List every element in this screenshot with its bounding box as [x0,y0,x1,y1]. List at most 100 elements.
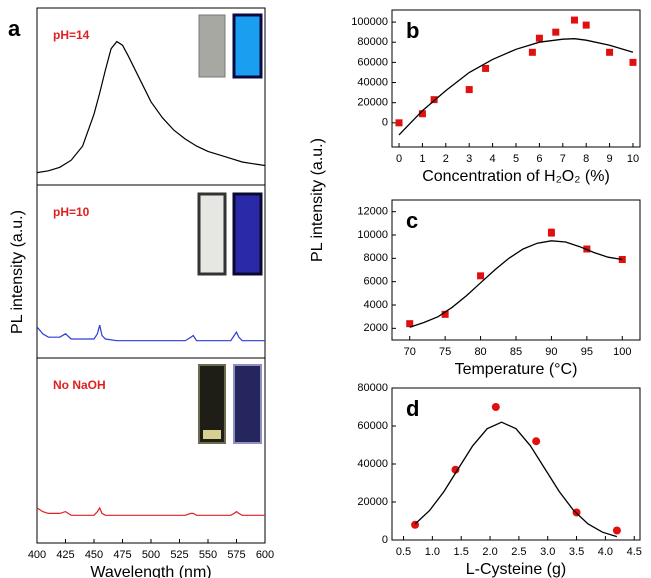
point [547,229,555,237]
x-tick-label: 1.0 [425,546,440,558]
x-tick-label: 2 [443,153,449,165]
x-tick-label: 85 [510,346,522,358]
y-tick-label: 0 [382,117,388,129]
point [606,48,614,56]
y-tick-label: 40000 [357,458,388,470]
point [451,465,460,474]
point [570,16,578,24]
x-tick-label: 400 [28,549,46,561]
y-tick-label: 60000 [357,56,388,68]
cuvette-light [197,192,227,276]
x-tick-label: 80 [474,346,486,358]
x-tick-label: 0 [396,153,402,165]
y-tick-label: 8000 [364,252,388,264]
point [535,34,543,42]
x-tick-label: 500 [142,549,160,561]
point [395,119,403,127]
x-tick-label: 1.5 [454,546,469,558]
y-tick-label: 40000 [357,76,388,88]
x-tick-label: 425 [56,549,74,561]
x-tick-label: 6 [536,153,542,165]
x-axis-label: Wavelength (nm) [90,564,211,578]
x-tick-label: 75 [439,346,451,358]
y-tick-label: 100000 [351,16,388,28]
y-tick-label: 12000 [357,206,388,218]
point [612,526,621,535]
point [477,272,485,280]
point [552,28,560,36]
x-tick-label: 5 [513,153,519,165]
x-tick-label: 2.5 [511,546,526,558]
x-tick-label: 3.5 [569,546,584,558]
plot-frame [391,387,641,541]
x-tick-label: 100 [613,346,631,358]
x-tick-label: 2.0 [482,546,497,558]
cuvettes [197,13,263,444]
x-tick-label: 450 [85,549,103,561]
y-tick-label: 20000 [357,97,388,109]
y-tick-label: 10000 [357,229,388,241]
point [418,110,426,118]
point [582,21,590,29]
x-tick-label: 550 [199,549,217,561]
x-tick-label: 9 [607,153,613,165]
panel-letter: b [406,18,419,43]
x-tick-label: 600 [256,549,274,561]
y-axis-label: PL intensity (a.u.) [9,210,26,334]
cuvette-uv [232,13,263,79]
x-tick-label: 10 [627,153,639,165]
y-axis-label: PL intensity (a.u.) [309,138,326,262]
y-tick-label: 6000 [364,276,388,288]
point [491,403,500,411]
cuvette-light [198,14,226,78]
panel-letter: a [8,16,21,41]
data-line [36,506,265,516]
plot-frame [391,199,641,341]
x-tick-label: 525 [170,549,188,561]
x-tick-label: 4.5 [627,546,642,558]
x-tick-label: 575 [227,549,245,561]
x-tick-label: 90 [545,346,557,358]
y-tick-label: 2000 [364,322,388,334]
plot-frame [391,9,641,148]
x-tick-label: 3 [466,153,472,165]
x-axis-label: Concentration of H₂O₂ (%) [422,168,610,185]
x-tick-label: 1 [419,153,425,165]
x-tick-label: 0.5 [396,546,411,558]
cuvette-uv [232,192,263,276]
cuvette-sediment [203,430,221,439]
x-tick-label: 7 [560,153,566,165]
x-tick-label: 3.0 [540,546,555,558]
point [528,48,536,56]
y-tick-label: 80000 [357,382,388,394]
panel-letter: c [406,208,418,233]
x-tick-label: 4 [490,153,496,165]
data-line [36,40,266,174]
point [430,96,438,104]
point [629,58,637,66]
x-axis-label: Temperature (°C) [455,361,578,378]
data-line [36,324,265,342]
x-axis-label: L-Cysteine (g) [466,561,566,578]
data-line [398,38,634,136]
y-tick-label: 20000 [357,496,388,508]
point [482,64,490,72]
annotation: pH=14 [53,28,90,42]
x-tick-label: 70 [404,346,416,358]
point [532,437,541,446]
x-tick-label: 4.0 [598,546,613,558]
panel-letter: d [406,396,419,421]
x-tick-label: 95 [581,346,593,358]
point [465,86,473,94]
y-tick-label: 80000 [357,36,388,48]
y-tick-label: 60000 [357,420,388,432]
x-tick-label: 8 [583,153,589,165]
annotation: No NaOH [53,378,106,392]
point [406,320,414,328]
point [441,310,449,318]
annotation: pH=10 [53,205,90,219]
y-tick-label: 0 [382,534,388,546]
data-line [409,240,623,328]
data-line [414,421,618,538]
